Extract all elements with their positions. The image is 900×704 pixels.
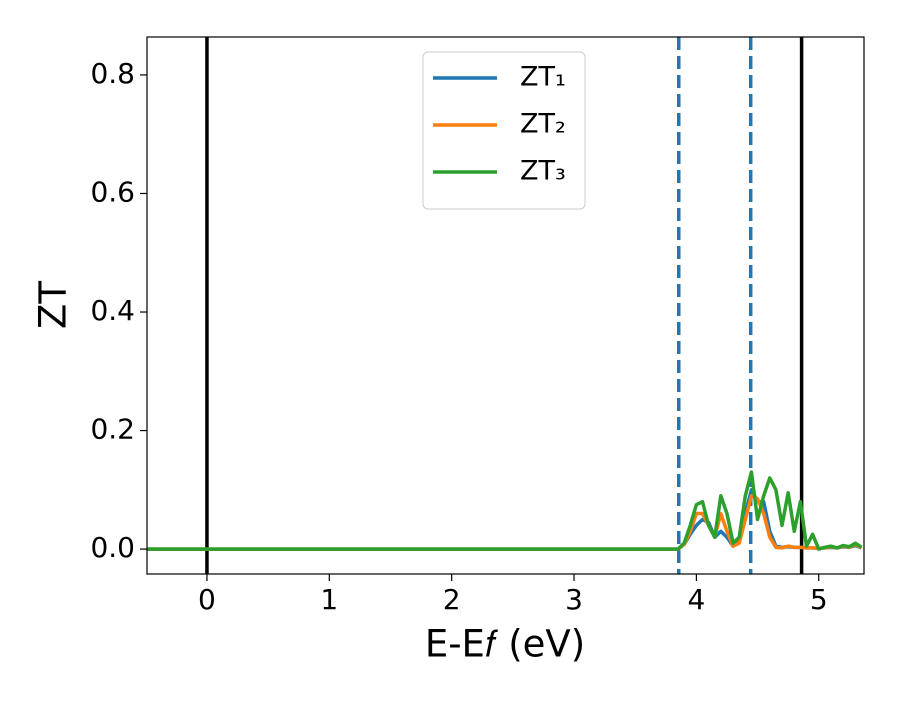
- x-tick-label: 1: [320, 583, 338, 616]
- x-tick-label: 4: [687, 583, 705, 616]
- y-tick-label: 0.2: [90, 413, 135, 446]
- x-tick-label: 0: [198, 583, 216, 616]
- x-tick-label: 3: [565, 583, 583, 616]
- plot-frame: [146, 36, 865, 575]
- y-tick-label: 0.6: [90, 175, 135, 208]
- x-axis-label: E-E𝑓 (eV): [425, 623, 585, 666]
- legend-box: [422, 51, 586, 210]
- x-tick-label: 2: [443, 583, 461, 616]
- legend-label: ZT₃: [520, 156, 566, 187]
- y-tick-label: 0.4: [90, 294, 135, 327]
- legend: ZT₁ ZT₂ ZT₃: [422, 51, 586, 210]
- legend-label: ZT₂: [520, 109, 566, 140]
- y-tick-label: 0.8: [90, 57, 135, 90]
- y-tick-label: 0.0: [90, 531, 135, 564]
- y-axis-label: ZT: [32, 281, 75, 329]
- series-line: [147, 470, 863, 551]
- x-tick-label: 5: [810, 583, 828, 616]
- plot-area: [147, 37, 863, 574]
- legend-label: ZT₁: [520, 62, 566, 93]
